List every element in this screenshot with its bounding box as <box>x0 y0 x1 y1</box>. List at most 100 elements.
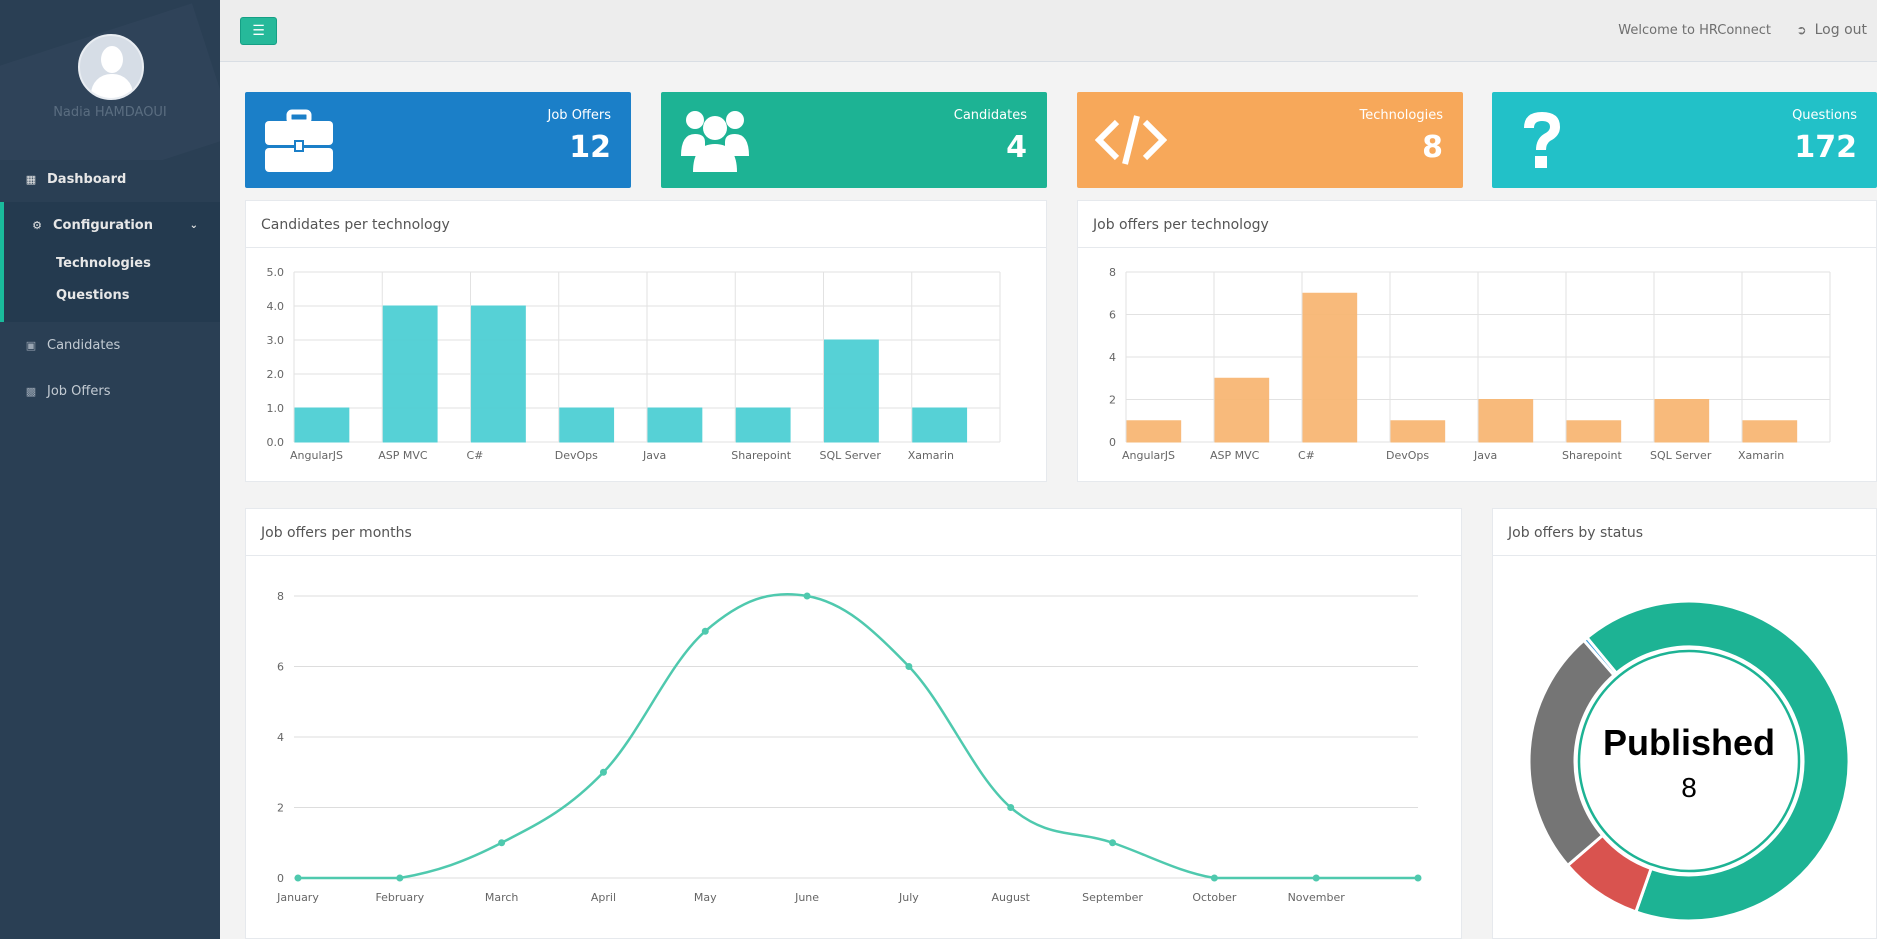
bar-c- <box>471 305 526 443</box>
y-tick-label: 8 <box>277 590 284 603</box>
panel-job-offers-by-status: Job offers by status Published 8 <box>1492 508 1877 939</box>
cogs-icon: ⚙ <box>32 218 42 232</box>
sidebar-item-label: Job Offers <box>47 383 111 399</box>
job-offers-bar-chart: 0 2 4 6 8 AngularJS ASP MVC C# DevOps Java Sharepo… <box>1109 266 1831 462</box>
x-tick-label: June <box>794 891 819 904</box>
tile-job-offers[interactable]: Job Offers 12 <box>245 92 631 188</box>
x-tick-label: November <box>1288 891 1346 904</box>
tile-candidates[interactable]: Candidates 4 <box>661 92 1047 188</box>
x-tick-label: August <box>991 891 1030 904</box>
data-point-november <box>1312 874 1320 882</box>
x-tick-label: Sharepoint <box>731 449 791 462</box>
welcome-message: Welcome to HRConnect <box>1618 23 1771 38</box>
y-tick-label: 3.0 <box>267 334 285 347</box>
users-icon <box>681 111 749 172</box>
top-navigation: ☰ Welcome to HRConnect ➲ Log out <box>220 0 1877 62</box>
x-tick-label: C# <box>1298 449 1315 462</box>
sidebar-item-configuration[interactable]: ⚙ Configuration ⌄ <box>0 210 220 240</box>
data-point-september <box>1109 839 1117 847</box>
bar-sharepoint <box>735 407 791 443</box>
data-point-july <box>905 663 913 670</box>
donut-segment-3 <box>1581 635 1619 678</box>
x-tick-label: February <box>375 891 424 904</box>
y-tick-label: 2 <box>1109 394 1116 407</box>
bar-devops <box>1390 420 1446 443</box>
y-tick-label: 4 <box>277 731 284 744</box>
tile-label: Job Offers <box>547 108 611 123</box>
x-tick-label: September <box>1082 891 1143 904</box>
sidebar-subitem-technologies[interactable]: Technologies <box>56 256 151 271</box>
bar-devops <box>559 407 615 443</box>
x-tick-label: Xamarin <box>1738 449 1784 462</box>
y-tick-label: 6 <box>277 661 284 674</box>
bar-xamarin <box>912 407 968 443</box>
tile-technologies[interactable]: Technologies 8 <box>1077 92 1463 188</box>
sidebar-item-dashboard[interactable]: ▦ Dashboard <box>0 164 220 194</box>
candidates-bar-chart: 0.0 1.0 2.0 3.0 4.0 5.0 AngularJS ASP MVC C# DevO… <box>267 266 1001 462</box>
briefcase-icon <box>265 109 333 172</box>
job-offers-line-chart: 0 2 4 6 8 January February March April May June Jul… <box>276 590 1422 904</box>
donut-center-label: Published <box>1603 722 1775 763</box>
data-point-august <box>1007 804 1015 811</box>
dashboard-icon: ▦ <box>25 172 37 186</box>
y-tick-label: 0.0 <box>267 436 285 449</box>
sidebar-item-label: Candidates <box>47 337 121 353</box>
x-tick-label: Java <box>642 449 666 462</box>
data-point-october <box>1210 874 1218 882</box>
data-point-december <box>1414 874 1422 882</box>
donut-segment-2 <box>1527 638 1617 868</box>
tile-questions[interactable]: Questions 172 <box>1492 92 1877 188</box>
data-point-april <box>599 768 607 776</box>
question-icon <box>1524 112 1560 168</box>
data-point-january <box>294 874 302 882</box>
profile-section: Nadia HAMDAOUI <box>0 0 220 160</box>
sidebar-group-configuration: ⚙ Configuration ⌄ Technologies Questions <box>0 202 220 322</box>
x-tick-label: Sharepoint <box>1562 449 1622 462</box>
menu-toggle-button[interactable]: ☰ <box>240 17 277 45</box>
bar-angularjs <box>1126 420 1182 443</box>
id-card-icon: ▣ <box>25 338 37 352</box>
panel-title: Job offers per months <box>261 525 412 541</box>
donut-inner-ring <box>1577 649 1801 873</box>
logout-label: Log out <box>1814 22 1867 38</box>
x-tick-label: ASP MVC <box>1210 449 1260 462</box>
x-tick-label: SQL Server <box>1650 449 1712 462</box>
chevron-down-icon: ⌄ <box>189 219 198 231</box>
tile-value: 12 <box>569 130 611 165</box>
bar-sql-server <box>824 339 879 443</box>
bar-asp-mvc <box>1214 377 1270 443</box>
y-tick-label: 0 <box>1109 436 1116 449</box>
tile-value: 8 <box>1422 130 1443 165</box>
x-tick-label: May <box>694 891 717 904</box>
briefcase-icon: ▩ <box>25 384 37 398</box>
bar-angularjs <box>294 407 350 443</box>
x-tick-label: Java <box>1473 449 1497 462</box>
sidebar-item-candidates[interactable]: ▣ Candidates <box>0 330 220 360</box>
x-tick-label: April <box>591 891 616 904</box>
sidebar-subitem-questions[interactable]: Questions <box>56 288 130 303</box>
x-tick-label: October <box>1192 891 1236 904</box>
panel-job-offers-per-months: Job offers per months 0 2 4 6 8 January Februa… <box>245 508 1462 939</box>
tile-value: 4 <box>1006 130 1027 165</box>
x-tick-label: DevOps <box>1386 449 1429 462</box>
x-tick-label: AngularJS <box>290 449 343 462</box>
sign-out-icon: ➲ <box>1796 23 1807 37</box>
bar-sql-server <box>1654 399 1710 443</box>
bar-java <box>647 407 703 443</box>
tile-label: Questions <box>1792 108 1857 123</box>
x-tick-label: July <box>898 891 919 904</box>
tile-label: Candidates <box>953 108 1027 123</box>
sidebar-item-job-offers[interactable]: ▩ Job Offers <box>0 376 220 406</box>
panel-candidates-per-technology: Candidates per technology 0.0 1.0 2.0 3.0 4.… <box>245 200 1047 482</box>
y-tick-label: 2 <box>277 802 284 815</box>
logout-link[interactable]: ➲ Log out <box>1797 22 1867 38</box>
data-point-june <box>803 592 811 600</box>
x-tick-label: AngularJS <box>1122 449 1175 462</box>
bar-asp-mvc <box>382 305 438 443</box>
y-tick-label: 4.0 <box>267 300 285 313</box>
avatar[interactable] <box>78 34 144 100</box>
x-tick-label: January <box>276 891 319 904</box>
y-tick-label: 6 <box>1109 309 1116 322</box>
y-tick-label: 4 <box>1109 351 1116 364</box>
data-point-february <box>396 874 404 882</box>
